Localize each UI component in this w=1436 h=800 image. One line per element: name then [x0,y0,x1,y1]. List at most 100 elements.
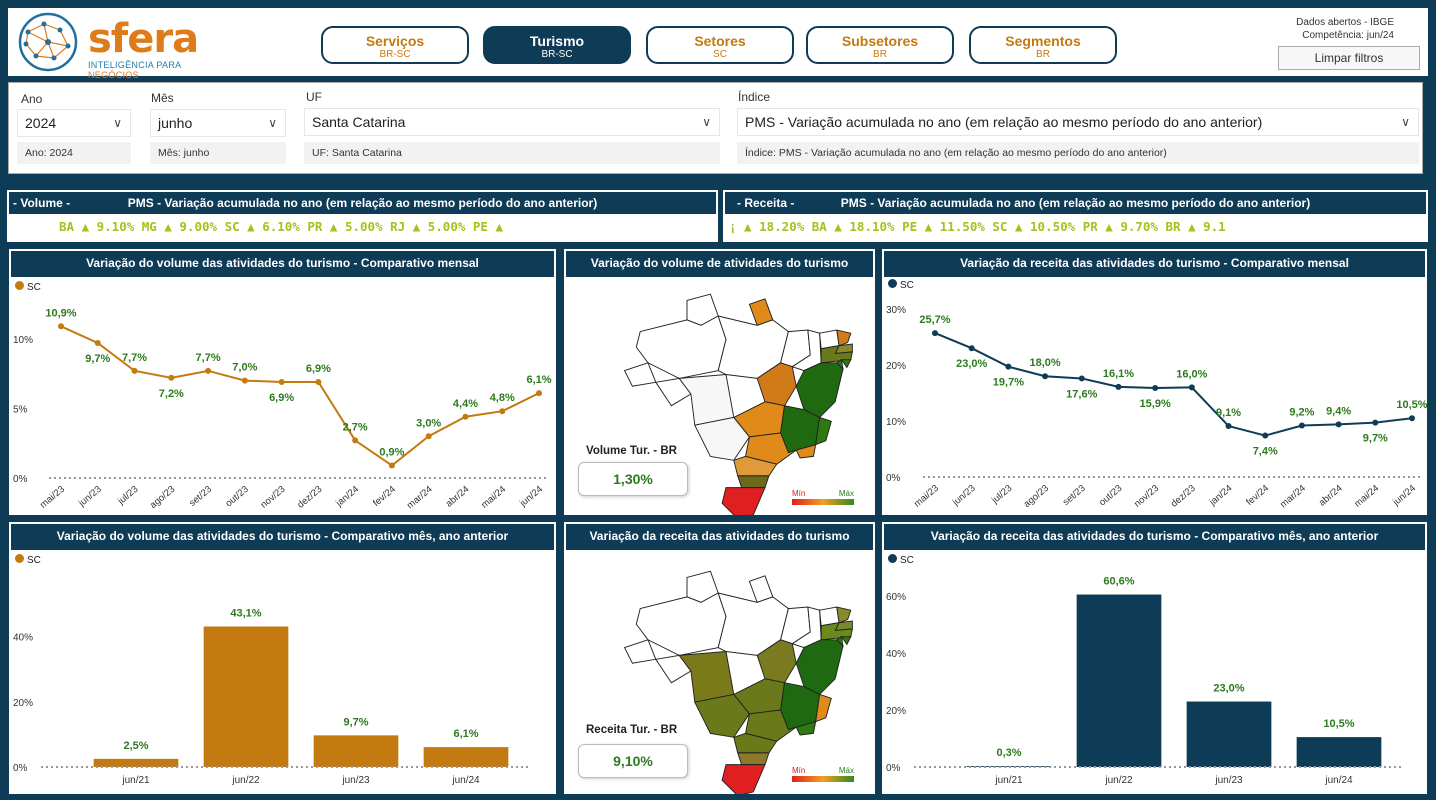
y-tick-label: 20% [886,361,906,372]
x-tick-label: dez/23 [295,484,324,511]
volume-yearly-panel: Variação do volume das atividades do tur… [7,520,558,796]
panel-title: Variação da receita das atividades do tu… [884,251,1425,277]
legend: SC [15,554,41,566]
sfera-logo: sfera INTELIGÊNCIA PARA NEGÓCIOS [14,10,214,80]
kpi-value: 1,30% [578,462,688,496]
state-es[interactable] [815,693,832,723]
data-point [352,437,359,444]
x-tick-label: mar/24 [1278,483,1308,510]
state-es[interactable] [815,416,832,446]
indice-select[interactable]: PMS - Variação acumulada no ano (em rela… [737,108,1419,136]
ano-select[interactable]: 2024 ∨ [17,109,131,137]
indice-label: Índice [738,90,771,104]
data-label: 23,0% [956,358,987,370]
nav-setores-button[interactable]: Setores SC [646,26,794,64]
data-label: 7,2% [159,388,184,400]
data-point [131,367,138,374]
x-tick-label: nov/23 [1132,483,1161,510]
mes-select[interactable]: junho ∨ [150,109,286,137]
y-tick-label: 30% [886,305,906,316]
legend: SC [15,281,41,293]
x-tick-label: jan/24 [1207,483,1235,509]
data-label: 9,7% [343,716,368,728]
mes-chip: Mês: junho [150,142,286,164]
y-tick-label: 0% [886,473,901,484]
y-tick-label: 10% [886,417,906,428]
state-mt[interactable] [678,373,735,426]
state-al[interactable] [840,636,852,646]
x-tick-label: mai/23 [38,484,67,511]
data-label: 7,0% [232,362,257,374]
state-rs[interactable] [721,487,766,515]
panel-title: Variação do volume das atividades do tur… [11,524,554,550]
x-tick-label: nov/23 [259,484,288,511]
receita-ticker-label: - Receita - [737,196,795,210]
x-tick-label: fev/24 [371,484,398,509]
state-rn[interactable] [836,606,852,624]
state-al[interactable] [840,359,852,369]
state-ac[interactable] [623,362,657,387]
data-label: 2,5% [123,740,148,752]
state-ms[interactable] [694,693,750,738]
filter-bar: Ano 2024 ∨ Ano: 2024 Mês junho ∨ Mês: junh… [8,82,1423,174]
state-sc[interactable] [737,475,770,489]
state-rn[interactable] [836,329,852,347]
data-point [1042,373,1049,380]
state-ba[interactable] [795,362,844,418]
data-label: 6,1% [526,374,551,386]
receita-ticker: - Receita - PMS - Variação acumulada no a… [723,190,1428,242]
y-tick-label: 5% [13,404,28,415]
brazil-map-shapes [623,570,853,794]
x-tick-label: mai/24 [479,484,508,511]
clear-filters-button[interactable]: Limpar filtros [1278,46,1420,70]
x-tick-label: jun/22 [231,775,260,786]
state-pr[interactable] [733,455,778,477]
uf-select[interactable]: Santa Catarina ∨ [304,108,720,136]
data-label: 7,4% [1253,446,1278,458]
data-point [388,462,395,469]
data-label: 4,8% [490,392,515,404]
data-label: 6,9% [269,392,294,404]
state-pr[interactable] [733,732,778,754]
data-point [462,413,469,420]
y-tick-label: 40% [886,649,906,660]
nav-subsetores-button[interactable]: Subsetores BR [806,26,954,64]
brand-tagline: INTELIGÊNCIA PARA NEGÓCIOS [88,60,181,80]
nav-turismo-button[interactable]: Turismo BR-SC [483,26,631,64]
x-tick-label: jun/24 [1390,483,1418,509]
receita-line-chart: 0% 10% 20% 30% 25,7% mai/23 23,0% jun/23 19,7% ju… [886,305,1427,510]
color-scale-legend: Mín Máx [792,489,854,507]
data-label: 3,0% [416,417,441,429]
volume-ticker-title: PMS - Variação acumulada no ano (em rela… [127,196,598,210]
state-rj[interactable] [795,444,817,459]
nav-segmentos-button[interactable]: Segmentos BR [969,26,1117,64]
x-tick-label: jun/24 [451,775,480,786]
nav-servicos-button[interactable]: Serviços BR-SC [321,26,469,64]
data-point [1152,384,1159,391]
data-point [968,345,975,352]
data-point [1225,423,1232,430]
state-ac[interactable] [623,639,657,664]
data-point [1409,415,1415,422]
network-globe-icon [18,12,78,72]
y-tick-label: 20% [886,706,906,717]
state-ms[interactable] [694,416,750,461]
receita-monthly-panel: Variação da receita das atividades do tu… [880,247,1429,517]
state-rs[interactable] [721,764,766,794]
state-sc[interactable] [737,752,770,766]
volume-ticker-text: BA ▲ 9.10% MG ▲ 9.00% SC ▲ 6.10% PR ▲ 5.… [59,219,504,234]
chevron-down-icon: ∨ [1401,115,1410,129]
data-label: 10,5% [1396,399,1427,411]
state-rj[interactable] [795,721,817,736]
panel-title: Variação do volume das atividades do tur… [11,251,554,277]
x-tick-label: jun/21 [994,775,1023,786]
data-point [94,340,101,347]
state-mt[interactable] [678,650,735,703]
bar [1186,701,1272,767]
data-point [1078,375,1085,382]
y-tick-label: 0% [13,474,28,485]
data-label: 23,0% [1213,683,1244,695]
state-ba[interactable] [795,639,844,695]
ano-chip: Ano: 2024 [17,142,131,164]
data-label: 17,6% [1066,388,1097,400]
